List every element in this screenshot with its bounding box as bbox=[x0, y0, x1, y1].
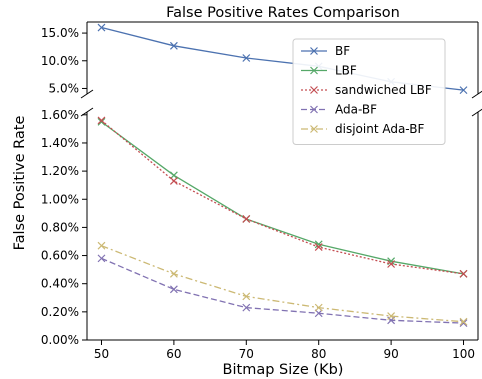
data-point-marker bbox=[459, 86, 468, 95]
legend-swatch-marker bbox=[310, 105, 318, 114]
data-point-marker bbox=[242, 292, 251, 301]
series-disjoint-ada-bf bbox=[97, 241, 468, 326]
lower-y-tick-label: 0.80% bbox=[41, 220, 79, 234]
lower-y-tick-label: 0.00% bbox=[41, 333, 79, 347]
lower-y-tick-label: 0.20% bbox=[41, 305, 79, 319]
data-point-marker bbox=[169, 41, 178, 50]
legend-entry-label: sandwiched LBF bbox=[335, 83, 432, 97]
series-ada-bf bbox=[97, 254, 468, 328]
data-point-marker bbox=[169, 269, 178, 278]
legend-swatch-marker bbox=[310, 86, 318, 94]
data-point-marker bbox=[97, 241, 106, 250]
lower-y-tick-label: 1.00% bbox=[41, 192, 79, 206]
data-point-marker bbox=[387, 312, 396, 320]
data-point-marker bbox=[169, 171, 178, 180]
legend-entry-label: LBF bbox=[335, 64, 357, 78]
series-line bbox=[101, 121, 464, 275]
series-line bbox=[101, 119, 464, 275]
data-point-marker bbox=[387, 260, 396, 268]
lower-y-tick-label: 1.20% bbox=[41, 164, 79, 178]
data-point-marker bbox=[314, 240, 323, 249]
upper-y-tick-label: 5.0% bbox=[49, 81, 80, 95]
series-sandwiched-lbf bbox=[97, 116, 468, 278]
x-tick-label: 90 bbox=[383, 347, 398, 361]
x-tick-label: 100 bbox=[452, 347, 475, 361]
upper-y-tick-label: 10.0% bbox=[41, 54, 79, 68]
x-axis-label: Bitmap Size (Kb) bbox=[223, 362, 344, 378]
data-point-marker bbox=[314, 309, 323, 318]
lower-y-tick-label: 0.60% bbox=[41, 249, 79, 263]
data-point-marker bbox=[169, 285, 178, 294]
legend-entry-label: disjoint Ada-BF bbox=[335, 122, 424, 136]
data-point-marker bbox=[459, 319, 468, 328]
x-tick-label: 50 bbox=[94, 347, 109, 361]
upper-y-tick-label: 15.0% bbox=[41, 26, 79, 40]
data-point-marker bbox=[97, 116, 106, 125]
data-point-marker bbox=[242, 54, 251, 62]
axis-break-mark-upper-right bbox=[471, 90, 482, 99]
legend-swatch-marker bbox=[310, 125, 318, 133]
chart-title: False Positive Rates Comparison bbox=[166, 5, 400, 21]
legend-entry-label: Ada-BF bbox=[335, 103, 377, 117]
legend-box bbox=[292, 38, 446, 145]
data-point-marker bbox=[169, 177, 178, 185]
x-tick-label: 80 bbox=[311, 347, 326, 361]
data-point-marker bbox=[242, 303, 251, 312]
data-point-marker bbox=[459, 317, 468, 326]
data-point-marker bbox=[314, 243, 323, 252]
legend-swatch-marker bbox=[310, 47, 318, 55]
data-point-marker bbox=[314, 303, 323, 312]
axis-break-mark-lower-right bbox=[471, 108, 482, 117]
y-axis-label: False Positive Rate bbox=[12, 116, 28, 251]
data-point-marker bbox=[459, 269, 468, 278]
legend-entry-label: BF bbox=[335, 44, 350, 58]
x-tick-label: 60 bbox=[166, 347, 181, 361]
data-point-marker bbox=[97, 254, 106, 263]
legend-swatch-marker bbox=[310, 66, 318, 75]
lower-y-tick-label: 1.40% bbox=[41, 136, 79, 150]
lower-y-tick-label: 1.60% bbox=[41, 108, 79, 122]
data-point-marker bbox=[97, 117, 106, 126]
axis-break-mark-upper-left bbox=[80, 89, 94, 99]
x-tick-label: 70 bbox=[239, 347, 254, 361]
data-point-marker bbox=[97, 23, 106, 32]
series-line bbox=[101, 257, 464, 324]
data-point-marker bbox=[242, 215, 251, 223]
lower-y-tick-label: 0.40% bbox=[41, 277, 79, 291]
series-line bbox=[101, 245, 464, 323]
